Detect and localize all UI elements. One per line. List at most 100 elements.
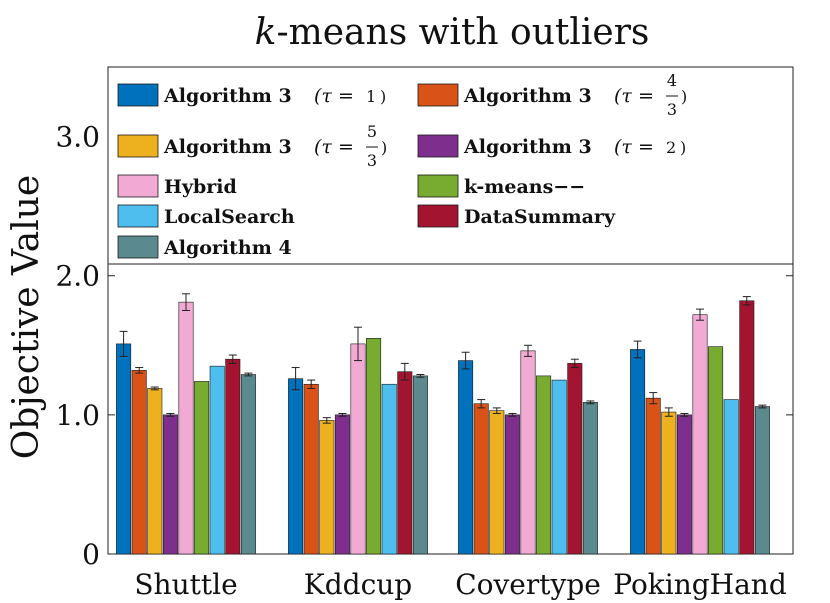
error-bar [354,326,362,362]
error-bar [649,392,658,405]
legend-tau-value: 1 [366,87,376,106]
bar-shuttle-series-4 [162,414,178,555]
x-tick-label: PokingHand [613,568,787,601]
legend-paren: ) [381,138,387,157]
legend-entry: k-means−− [417,174,585,198]
bar-shuttle-series-5 [178,301,194,555]
error-bar [291,367,300,391]
legend-entry: Algorithm 3 (τ = 4 3) [417,71,687,119]
error-bar [742,296,751,306]
legend-swatch [117,134,159,158]
bar-covertype-series-6 [536,375,552,555]
bar-kddcup-series-4 [334,414,350,555]
bar-pokinghand-series-8 [739,300,755,555]
bar-shuttle-series-3 [147,388,163,555]
bar-kddcup-series-9 [412,375,428,555]
legend-tau: (τ = [614,85,654,107]
bar-shuttle-series-9 [240,374,256,555]
legend-label: Algorithm 3 [163,85,292,107]
bars [116,293,770,555]
legend-paren: ) [380,87,386,106]
bar-kddcup-series-6 [366,338,382,555]
legend: Algorithm 3 (τ = 1) Algorithm 3 (τ =43)Algor… [117,71,687,259]
legend-swatch [417,204,459,228]
error-bar [508,412,517,417]
legend-entry: LocalSearch [117,204,295,228]
error-bar [696,308,704,321]
legend-label: Algorithm 3 [463,85,592,107]
chart-title: k-means with outliers [255,12,650,53]
legend-paren: ) [681,87,687,106]
legend-label: Algorithm 3 [163,136,292,158]
bar-pokinghand-series-1 [630,349,646,555]
bar-covertype-series-1 [458,360,474,555]
legend-swatch [117,235,159,259]
error-bar [680,412,689,417]
error-bar [150,386,159,391]
legend-label: k-means−− [464,176,585,198]
legend-tau: (τ = [314,136,354,158]
legend-tau-value: 2 [666,138,676,157]
bar-kddcup-series-5 [350,343,366,555]
bar-kddcup-series-3 [319,420,335,555]
legend-swatch [417,174,459,198]
legend-entry: Algorithm 3 (τ = 5 3) [117,122,387,170]
error-bar [307,379,316,389]
bar-shuttle-series-1 [116,343,132,555]
error-bar [119,330,128,357]
bar-covertype-series-3 [489,410,505,555]
legend-paren: ) [680,138,686,157]
x-tick-labels: Shuttle Kddcup Covertype PokingHand [134,568,786,601]
legend-entry: Algorithm 3 (τ = 1) [117,83,386,107]
x-tick-label: Covertype [455,568,601,601]
chart-title-italic: k [255,12,277,53]
error-bar [416,374,425,378]
y-tick-label: 2.0 [55,260,100,293]
legend-tau-numerator: 5 [367,122,377,141]
legend-label: Hybrid [164,176,237,198]
x-tick-label: Kddcup [304,568,412,601]
error-bar [228,354,237,364]
y-tick-label: 3.0 [55,121,100,154]
legend-tau: (τ = [314,85,354,107]
bar-kddcup-series-1 [288,378,304,555]
error-bar [135,367,144,374]
legend-swatch [117,204,159,228]
bar-covertype-series-9 [582,402,598,555]
legend-swatch [117,174,159,198]
error-bar [492,407,501,414]
y-tick-label: 1.0 [55,399,100,432]
legend-label: Algorithm 4 [163,237,292,259]
error-bar [477,399,486,409]
bar-pokinghand-series-4 [676,414,692,555]
bar-pokinghand-series-9 [754,406,770,555]
y-ticks: 0 1.0 2.0 3.0 [55,121,793,571]
error-bar [244,372,253,377]
bar-pokinghand-series-6 [708,346,724,555]
bar-pokinghand-series-3 [661,411,677,555]
bar-kddcup-series-8 [397,371,413,555]
bar-pokinghand-series-7 [723,399,739,555]
error-bar [586,400,595,405]
legend-tau-numerator: 4 [667,71,677,90]
legend-swatch [117,83,159,107]
bar-pokinghand-series-5 [692,314,708,555]
error-bar [182,293,190,311]
bar-shuttle-series-8 [225,358,241,555]
legend-swatch [417,134,459,158]
error-bar [338,412,347,417]
bar-shuttle-series-6 [194,381,210,555]
legend-tau-denominator: 3 [667,100,677,119]
bar-covertype-series-5 [520,350,536,555]
error-bar [461,351,470,370]
bar-shuttle-series-2 [131,370,147,555]
legend-tau: (τ = [614,136,654,158]
error-bar [758,404,767,409]
legend-label: LocalSearch [164,206,295,228]
legend-label: Algorithm 3 [463,136,592,158]
bar-kddcup-series-2 [303,383,319,555]
bar-covertype-series-2 [473,403,489,555]
legend-label: DataSummary [464,206,616,228]
legend-entry: DataSummary [417,204,616,228]
